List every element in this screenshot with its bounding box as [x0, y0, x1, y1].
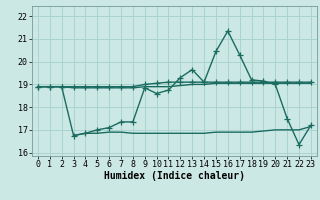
X-axis label: Humidex (Indice chaleur): Humidex (Indice chaleur) [104, 171, 245, 181]
